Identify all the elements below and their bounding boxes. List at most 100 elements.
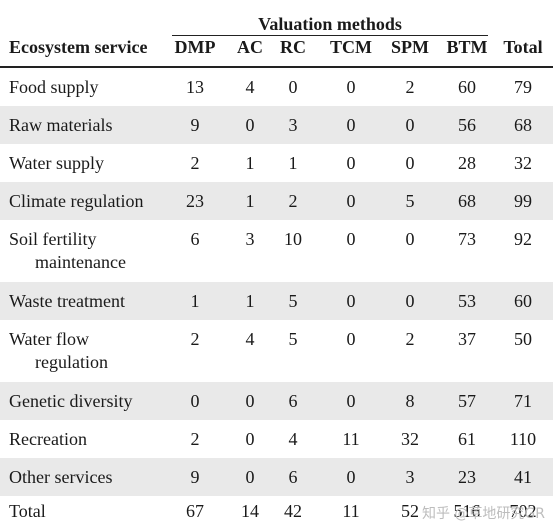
table-cell: 0: [405, 153, 415, 173]
table-cell: 4: [245, 77, 255, 97]
column-header-btm: BTM: [446, 37, 488, 57]
group-header-rule: [172, 35, 488, 36]
row-label-continued: maintenance: [35, 252, 126, 272]
table-row: Soil fertility maintenance 6 3 10 0 0 73 92: [0, 220, 553, 282]
table-cell: 37: [458, 329, 476, 349]
table-cell: 8: [405, 391, 415, 411]
table-cell: 99: [514, 191, 532, 211]
table-cell: 5: [288, 291, 298, 311]
table-cell: 2: [190, 329, 200, 349]
table-cell: 1: [288, 153, 298, 173]
table-cell: 3: [405, 467, 415, 487]
column-header-tcm: TCM: [330, 37, 372, 57]
column-header-rc: RC: [280, 37, 306, 57]
table-cell: 28: [458, 153, 476, 173]
table-cell: 0: [346, 391, 356, 411]
table-cell: 73: [458, 229, 476, 249]
table-row: Other services 9 0 6 0 3 23 41: [0, 458, 553, 496]
table-cell: 0: [346, 467, 356, 487]
table-cell: 23: [186, 191, 204, 211]
row-label: Waste treatment: [9, 291, 125, 311]
table-cell: 0: [245, 429, 255, 449]
table-cell: 4: [245, 329, 255, 349]
table-cell: 56: [458, 115, 476, 135]
table-row: Climate regulation 23 1 2 0 5 68 99: [0, 182, 553, 220]
table-cell: 1: [245, 291, 255, 311]
table-cell: 67: [186, 501, 204, 521]
header-rule: [0, 66, 553, 68]
table-cell: 9: [190, 467, 200, 487]
table-cell: 10: [284, 229, 302, 249]
table-cell: 702: [509, 501, 537, 521]
table-cell: 9: [190, 115, 200, 135]
row-label: Raw materials: [9, 115, 113, 135]
table-cell: 71: [514, 391, 532, 411]
table-cell: 4: [288, 429, 298, 449]
table-cell: 5: [405, 191, 415, 211]
table-cell: 0: [245, 467, 255, 487]
column-header-total: Total: [503, 37, 543, 57]
table-cell: 13: [186, 77, 204, 97]
table-cell: 0: [288, 77, 298, 97]
table-cell: 110: [509, 429, 537, 449]
table-cell: 79: [514, 77, 532, 97]
table-cell: 42: [284, 501, 302, 521]
table-cell: 11: [342, 501, 360, 521]
table-row: Recreation 2 0 4 11 32 61 110: [0, 420, 553, 458]
row-label: Soil fertility: [9, 229, 97, 249]
table-cell: 2: [190, 153, 200, 173]
row-label: Food supply: [9, 77, 99, 97]
table-cell: 6: [288, 467, 298, 487]
table-cell: 1: [245, 153, 255, 173]
valuation-methods-header: Valuation methods: [258, 14, 402, 34]
table-cell: 0: [245, 115, 255, 135]
row-label: Recreation: [9, 429, 87, 449]
column-header-ac: AC: [237, 37, 263, 57]
column-header-spm: SPM: [391, 37, 429, 57]
row-label: Climate regulation: [9, 191, 144, 211]
table-cell: 2: [288, 191, 298, 211]
table-cell: 0: [346, 115, 356, 135]
table-cell: 32: [514, 153, 532, 173]
table-cell: 41: [514, 467, 532, 487]
table-cell: 0: [346, 229, 356, 249]
table-cell: 516: [453, 501, 481, 521]
table-cell: 60: [458, 77, 476, 97]
table-cell: 68: [514, 115, 532, 135]
table-cell: 0: [405, 115, 415, 135]
table-cell: 0: [346, 77, 356, 97]
table-cell: 32: [401, 429, 419, 449]
table-cell: 92: [514, 229, 532, 249]
table-cell: 68: [458, 191, 476, 211]
table-row: Total 67 14 42 11 52 516 702: [0, 496, 553, 527]
table-cell: 60: [514, 291, 532, 311]
table-cell: 53: [458, 291, 476, 311]
column-header-row: Ecosystem service DMP AC RC TCM SPM BTM …: [0, 37, 553, 59]
row-label: Water supply: [9, 153, 105, 173]
row-label: Other services: [9, 467, 113, 487]
table-cell: 57: [458, 391, 476, 411]
row-label-continued: regulation: [35, 352, 108, 372]
row-label: Water flow: [9, 329, 90, 349]
table-cell: 0: [346, 191, 356, 211]
table-row: Water flow regulation 2 4 5 0 2 37 50: [0, 320, 553, 382]
table-cell: 1: [245, 191, 255, 211]
table-row: Waste treatment 1 1 5 0 0 53 60: [0, 282, 553, 320]
table-cell: 2: [405, 77, 415, 97]
table-cell: 3: [245, 229, 255, 249]
table-cell: 14: [241, 501, 259, 521]
watermark: 知乎 @草地研究GR: [421, 506, 545, 522]
row-label: Genetic diversity: [9, 391, 133, 411]
table-cell: 2: [190, 429, 200, 449]
column-header-dmp: DMP: [174, 37, 216, 57]
table-cell: 23: [458, 467, 476, 487]
table-cell: 1: [190, 291, 200, 311]
table-cell: 61: [458, 429, 476, 449]
table-row: Genetic diversity 0 0 6 0 8 57 71: [0, 382, 553, 420]
table-cell: 52: [401, 501, 419, 521]
row-label: Total: [9, 501, 46, 521]
table-cell: 0: [405, 291, 415, 311]
table-cell: 0: [190, 391, 200, 411]
table-cell: 3: [288, 115, 298, 135]
table-cell: 0: [346, 291, 356, 311]
